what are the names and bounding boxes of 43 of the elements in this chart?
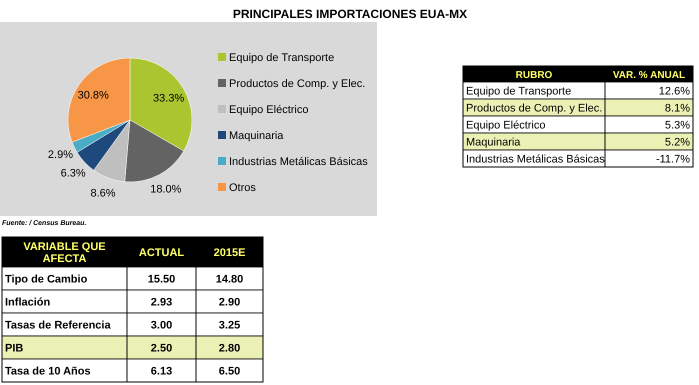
text: VARIABLE QUE AFECTA [23,241,106,265]
category-label: Inflación [5,296,51,308]
category-label: Tipo de Cambio [5,274,88,286]
legend-label: Productos de Comp. y Elec. [229,78,366,90]
data-label: 2.9% [48,149,74,162]
series-label: VAR. % ANUAL [612,70,686,81]
legend-label: Otros [229,182,256,194]
legend-label: Industrias Metálicas Básicas [229,156,368,168]
data-label: 14.80 [216,274,244,286]
category-label: Industrias Metálicas Básicas [466,154,606,166]
category-label: Maquinaria [466,136,522,148]
chart-title: PRINCIPALES IMPORTACIONES EUA-MX [232,7,468,21]
data-label: 5.2% [664,136,690,148]
data-label: 3.25 [218,320,240,332]
data-label: 2.80 [218,342,240,354]
data-label: 6.50 [218,366,240,378]
data-label: 2.90 [218,296,240,308]
data-label: 12.6% [658,86,690,98]
data-label: 5.3% [664,120,690,132]
text: RUBRO [516,70,553,81]
category-label: Tasas de Referencia [5,320,112,332]
data-label: 8.1% [664,102,690,114]
series-label: ACTUAL [138,247,184,259]
data-label: 30.8% [78,90,110,102]
legend-label: Equipo Eléctrico [229,104,308,116]
data-label: 15.50 [148,274,176,286]
data-label: 8.6% [90,188,116,200]
category-label: Tasa de 10 Años [5,366,91,378]
data-label: 6.13 [150,366,172,378]
data-label: 33.3% [153,92,184,105]
series-label: 2015E [214,247,246,259]
legend-label: Maquinaria [229,130,284,142]
category-label: Productos de Comp. y Elec. [466,102,602,114]
category-label: PIB [5,342,24,354]
data-label: 6.3% [60,168,86,180]
data-label: 18.0% [150,184,182,196]
legend-label: Equipo de Transporte [229,52,334,64]
category-label: Equipo de Transporte [466,86,572,98]
data-label: 3.00 [150,320,172,332]
data-label: -11.7% [656,154,690,166]
data-label: 2.50 [150,342,172,354]
category-label: Equipo Eléctrico [466,120,546,132]
data-label: 2.93 [150,296,172,308]
